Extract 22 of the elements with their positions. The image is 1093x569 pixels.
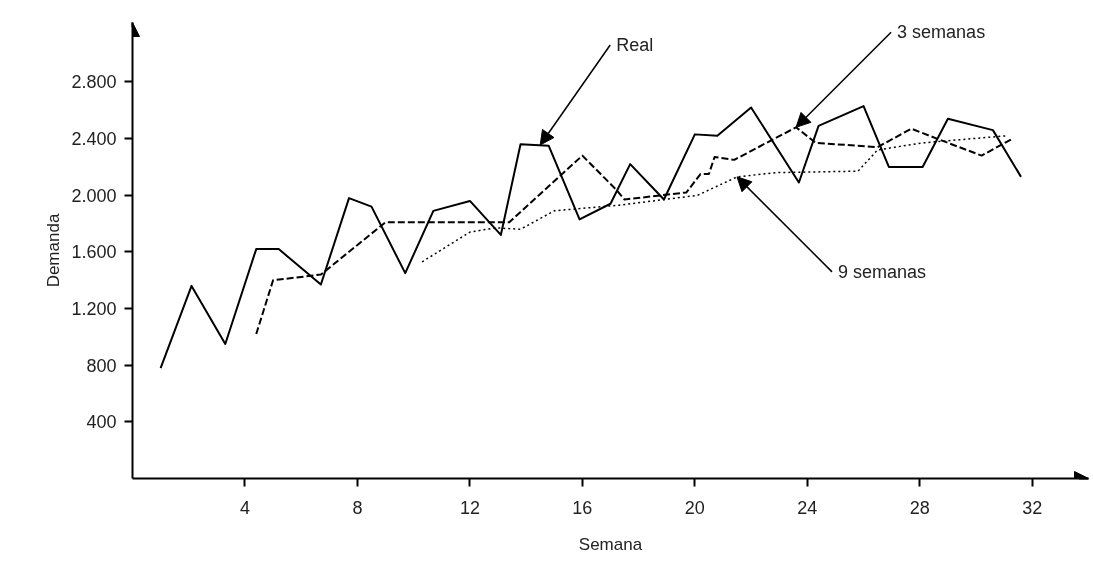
x-tick-label: 8	[352, 497, 363, 518]
y-tick-label: 2.000	[71, 185, 117, 206]
y-tick-label: 800	[86, 355, 117, 376]
x-tick-label: 16	[572, 497, 593, 518]
y-tick-label: 1.600	[71, 242, 117, 263]
x-axis-title: Semana	[578, 534, 643, 554]
annotation: 3 semanas	[897, 22, 986, 43]
annotation: 9 semanas	[838, 261, 927, 282]
line-series	[159, 105, 1023, 370]
x-tick-label: 4	[239, 497, 250, 518]
y-tick-label: 2.400	[71, 129, 117, 150]
x-tick-label: 28	[909, 497, 930, 518]
line-series	[421, 135, 1008, 263]
annotation: Real	[616, 35, 654, 55]
x-tick-label: 32	[1022, 497, 1043, 518]
x-tick-label: 24	[797, 497, 818, 518]
y-tick-label: 400	[86, 412, 117, 433]
y-tick-label: 2.800	[71, 72, 117, 93]
x-tick-label: 12	[459, 497, 480, 518]
y-axis-title: Demanda	[44, 213, 64, 288]
x-tick-label: 20	[684, 497, 705, 518]
y-tick-label: 1.200	[71, 299, 117, 320]
